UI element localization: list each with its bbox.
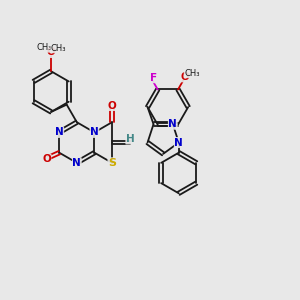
Text: N: N bbox=[174, 137, 183, 148]
Text: S: S bbox=[108, 158, 116, 168]
Text: O: O bbox=[47, 47, 56, 58]
Text: O: O bbox=[42, 154, 51, 164]
Text: N: N bbox=[168, 119, 177, 129]
Text: O: O bbox=[181, 72, 190, 82]
Text: N: N bbox=[73, 158, 81, 168]
Text: CH₃: CH₃ bbox=[37, 43, 52, 52]
Text: N: N bbox=[55, 128, 64, 137]
Text: O: O bbox=[108, 100, 116, 110]
Text: H: H bbox=[126, 134, 135, 144]
Text: N: N bbox=[90, 128, 99, 137]
Text: CH₃: CH₃ bbox=[51, 44, 66, 53]
Text: CH₃: CH₃ bbox=[184, 69, 200, 78]
Text: F: F bbox=[150, 73, 157, 83]
